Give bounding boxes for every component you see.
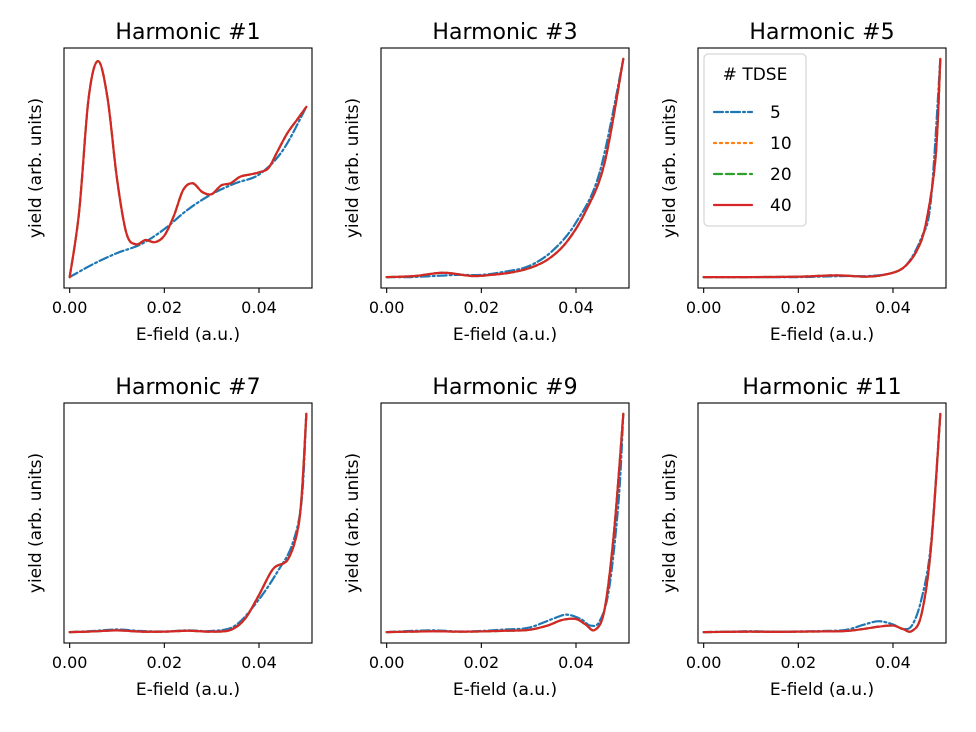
subplot-1: Harmonic #1 0.00 0.02 0.04E-field (a.u.) yie…: [26, 20, 313, 345]
series-line-40: [702, 57, 942, 279]
y-axis-label: yield (arb. units): [343, 98, 363, 238]
series-line-40: [68, 412, 308, 634]
subplot-6: Harmonic #11 0.00 0.02 0.04E-field (a.u.) yi…: [660, 375, 947, 700]
legend-label-10: 10: [770, 134, 792, 154]
series-line-40: [385, 412, 625, 634]
x-axis-label: E-field (a.u.): [453, 680, 557, 700]
series-line-20: [702, 412, 942, 634]
x-tick-label: 0.00: [369, 298, 405, 317]
legend-label-20: 20: [770, 165, 792, 185]
series-line-20: [385, 412, 625, 634]
subplot-4: Harmonic #7 0.00 0.02 0.04E-field (a.u.) yie…: [26, 375, 313, 700]
subplot-5: Harmonic #9 0.00 0.02 0.04E-field (a.u.) yie…: [343, 375, 630, 700]
series-line-20: [385, 57, 625, 279]
x-tick-label: 0.00: [369, 653, 405, 672]
subplot-title: Harmonic #9: [432, 375, 577, 400]
series-line-5: [702, 412, 942, 634]
series-line-10: [385, 412, 625, 634]
subplot-2: Harmonic #3 0.00 0.02 0.04E-field (a.u.) yie…: [343, 20, 630, 345]
series-line-5: [385, 412, 625, 634]
series-line-10: [702, 412, 942, 634]
x-tick-label: 0.00: [686, 298, 722, 317]
x-tick-label: 0.02: [464, 653, 500, 672]
x-tick-label: 0.04: [875, 653, 911, 672]
series-line-20: [68, 412, 308, 634]
series-line-40: [385, 57, 625, 279]
series-line-10: [68, 59, 308, 279]
series-line-10: [68, 412, 308, 634]
series-line-5: [68, 412, 308, 634]
x-tick-label: 0.04: [558, 298, 594, 317]
x-axis-label: E-field (a.u.): [136, 680, 240, 700]
series-line-20: [68, 59, 308, 279]
series-line-40: [68, 59, 308, 279]
y-axis-label: yield (arb. units): [660, 453, 680, 593]
x-axis-label: E-field (a.u.): [770, 325, 874, 345]
legend-label-5: 5: [770, 103, 781, 123]
subplot-title: Harmonic #5: [749, 20, 894, 45]
y-axis-label: yield (arb. units): [26, 453, 46, 593]
y-axis-label: yield (arb. units): [343, 453, 363, 593]
series-line-10: [385, 57, 625, 279]
x-tick-label: 0.00: [52, 653, 88, 672]
subplot-title: Harmonic #3: [432, 20, 577, 45]
x-tick-label: 0.04: [241, 298, 277, 317]
axes-frame: [63, 402, 313, 644]
legend-box: [703, 53, 807, 227]
axes-frame: [697, 47, 947, 289]
axes-frame: [63, 47, 313, 289]
subplot-title: Harmonic #11: [742, 375, 901, 400]
x-tick-label: 0.04: [558, 653, 594, 672]
x-tick-label: 0.00: [686, 653, 722, 672]
axes-frame: [380, 402, 630, 644]
series-line-40: [702, 412, 942, 634]
legend: # TDSE 5 10 20 40: [703, 53, 807, 227]
x-axis-label: E-field (a.u.): [453, 325, 557, 345]
x-tick-label: 0.04: [241, 653, 277, 672]
y-axis-label: yield (arb. units): [660, 98, 680, 238]
x-tick-label: 0.00: [52, 298, 88, 317]
subplot-title: Harmonic #7: [115, 375, 260, 400]
legend-title: # TDSE: [723, 65, 788, 85]
x-tick-label: 0.02: [781, 298, 817, 317]
x-axis-label: E-field (a.u.): [770, 680, 874, 700]
x-axis-label: E-field (a.u.): [136, 325, 240, 345]
series-line-5: [68, 105, 308, 279]
x-tick-label: 0.02: [147, 298, 183, 317]
axes-frame: [380, 47, 630, 289]
y-axis-label: yield (arb. units): [26, 98, 46, 238]
legend-label-40: 40: [770, 196, 792, 216]
subplot-3: Harmonic #5 0.00 0.02 0.04E-field (a.u.) yie…: [660, 20, 947, 345]
x-tick-label: 0.02: [147, 653, 183, 672]
series-line-5: [385, 57, 625, 279]
axes-frame: [697, 402, 947, 644]
x-tick-label: 0.02: [781, 653, 817, 672]
subplot-title: Harmonic #1: [115, 20, 260, 45]
x-tick-label: 0.04: [875, 298, 911, 317]
x-tick-label: 0.02: [464, 298, 500, 317]
